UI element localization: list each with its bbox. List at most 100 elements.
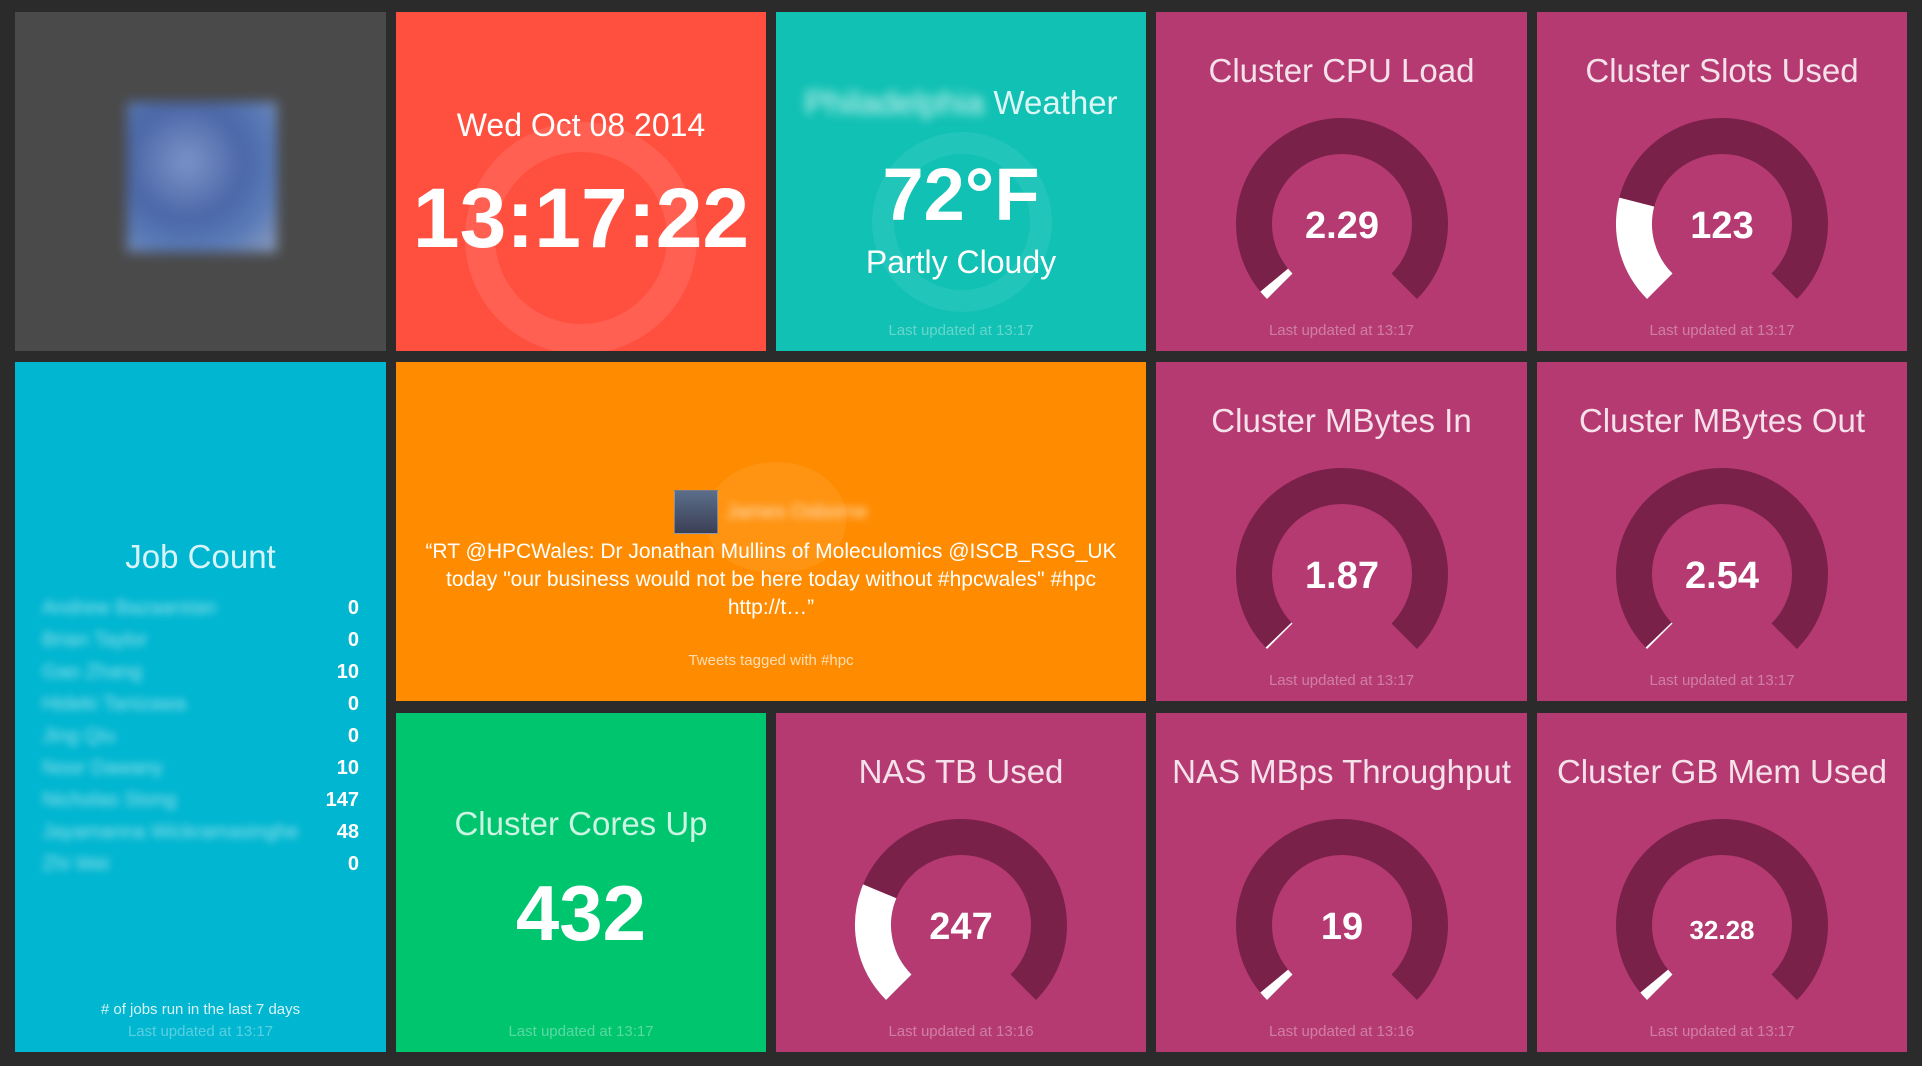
- gauge-track: [1616, 819, 1828, 1000]
- job-row: Jing Qiu 0: [42, 720, 359, 752]
- job-count: 48: [336, 821, 359, 843]
- gauge-title: Cluster MBytes Out: [1578, 402, 1866, 439]
- gauge-value: 247: [929, 906, 992, 948]
- gauge-title: NAS MBps Throughput: [1172, 753, 1511, 790]
- gauge-updated: Last updated at 13:17: [1649, 322, 1795, 339]
- cores-updated: Last updated at 13:17: [508, 1023, 654, 1040]
- job-row: Jayamanna Wickramasinghe 48: [42, 816, 359, 848]
- gauge-fill: [1616, 197, 1673, 299]
- job-user: Nicholas Stong: [42, 789, 177, 811]
- gauge-updated: Last updated at 13:16: [1268, 1023, 1415, 1040]
- weather-tile: Philadelphia Weather 72°F Partly Cloudy …: [776, 12, 1146, 351]
- job-row: Noor Dawany 10: [42, 752, 359, 784]
- cluster-gb-mem-used-tile: Cluster GB Mem Used 32.28 Last updated a…: [1537, 713, 1907, 1052]
- tweet-text: “RT @HPCWales: Dr Jonathan Mullins of Mo…: [425, 540, 1117, 619]
- job-row: Zhi Wei 0: [42, 848, 359, 880]
- gauge-fill: [1265, 622, 1293, 649]
- tweet-author: James Osborne: [726, 500, 868, 523]
- gauge-updated: Last updated at 13:17: [1649, 672, 1795, 689]
- mbytes-in-gauge: 1.87: [1235, 468, 1448, 649]
- organization-logo-icon: [127, 102, 277, 252]
- gauge-track: [1235, 118, 1448, 299]
- job-row: Hideki Tanizawa 0: [42, 688, 359, 720]
- clock-tile: Wed Oct 08 2014 13:17:22: [396, 12, 766, 351]
- clock-date: Wed Oct 08 2014: [456, 107, 706, 143]
- twitter-bird-icon: [706, 462, 846, 572]
- job-count: 0: [347, 725, 359, 747]
- gauge-track: [1235, 819, 1448, 1000]
- clock-time: 13:17:22: [412, 171, 750, 265]
- weather-city: Philadelphia: [804, 84, 985, 121]
- gauge-value: 123: [1690, 205, 1753, 247]
- job-row: Nicholas Stong 147: [42, 784, 359, 816]
- job-count-list: Andrew Bazaarstan 0 Brian Taylor 0 Gao Zha…: [42, 592, 359, 880]
- job-count: 0: [347, 597, 359, 619]
- cores-title: Cluster Cores Up: [454, 805, 708, 842]
- gauge-value: 1.87: [1305, 555, 1379, 597]
- gauge-updated: Last updated at 13:17: [1268, 322, 1415, 339]
- gauge-updated: Last updated at 13:16: [888, 1023, 1034, 1040]
- job-count: 147: [325, 789, 359, 811]
- gauge-fill: [1259, 268, 1293, 299]
- avatar: [674, 490, 719, 534]
- cpu-gauge: 2.29: [1235, 118, 1448, 299]
- nas-mbps-throughput-tile: NAS MBps Throughput 19 Last updated at 1…: [1156, 713, 1527, 1052]
- job-row: Brian Taylor 0: [42, 624, 359, 656]
- cluster-mbytes-out-tile: Cluster MBytes Out 2.54 Last updated at …: [1537, 362, 1907, 701]
- job-count-footer: # of jobs run in the last 7 days: [100, 1001, 301, 1018]
- gauge-fill: [1645, 622, 1673, 649]
- job-row: Andrew Bazaarstan 0: [42, 592, 359, 624]
- job-count: 0: [347, 629, 359, 651]
- job-user: Hideki Tanizawa: [42, 693, 187, 715]
- cores-value: 432: [515, 869, 647, 957]
- job-user: Noor Dawany: [42, 757, 164, 779]
- job-user: Zhi Wei: [42, 853, 110, 875]
- job-row: Gao Zhang 10: [42, 656, 359, 688]
- gauge-value: 2.54: [1685, 555, 1759, 597]
- weather-label: Weather: [993, 84, 1118, 121]
- job-count: 10: [336, 757, 359, 779]
- gauge-value: 19: [1320, 906, 1362, 948]
- job-user: Gao Zhang: [42, 661, 143, 683]
- gauge-title: NAS TB Used: [858, 753, 1064, 790]
- gauge-fill: [1259, 969, 1293, 1000]
- gauge-track: [1616, 468, 1828, 649]
- job-count-updated: Last updated at 13:17: [127, 1023, 274, 1040]
- cluster-mbytes-in-tile: Cluster MBytes In 1.87 Last updated at 1…: [1156, 362, 1527, 701]
- gauge-value: 2.29: [1305, 205, 1379, 247]
- gauge-fill: [855, 884, 912, 1000]
- mem-gauge: 32.28: [1616, 819, 1828, 1000]
- gauge-updated: Last updated at 13:17: [1268, 672, 1415, 689]
- cluster-slots-used-tile: Cluster Slots Used 123 Last updated at 1…: [1537, 12, 1907, 351]
- gauge-fill: [1640, 969, 1673, 1000]
- tweet-footer: Tweets tagged with #hpc: [688, 652, 854, 669]
- gauge-title: Cluster Slots Used: [1585, 52, 1859, 89]
- nas-tb-gauge: 247: [855, 819, 1067, 1000]
- weather-temperature: 72°F: [882, 153, 1040, 236]
- job-count-tile: Job Count Andrew Bazaarstan 0 Brian Taylo…: [15, 362, 386, 1052]
- mbytes-out-gauge: 2.54: [1616, 468, 1828, 649]
- job-user: Jayamanna Wickramasinghe: [42, 821, 299, 843]
- nas-tb-used-tile: NAS TB Used 247 Last updated at 13:16: [776, 713, 1146, 1052]
- gauge-title: Cluster CPU Load: [1208, 52, 1475, 89]
- weather-condition: Partly Cloudy: [865, 244, 1057, 280]
- job-count: 0: [347, 853, 359, 875]
- job-user: Jing Qiu: [42, 725, 116, 747]
- slots-gauge: 123: [1616, 118, 1828, 299]
- cluster-cores-up-tile: Cluster Cores Up 432 Last updated at 13:…: [396, 713, 766, 1052]
- weather-title: Philadelphia Weather: [776, 84, 1146, 122]
- job-user: Brian Taylor: [42, 629, 148, 651]
- gauge-title: Cluster MBytes In: [1211, 402, 1472, 439]
- job-user: Andrew Bazaarstan: [42, 597, 217, 619]
- gauge-track: [1235, 468, 1448, 649]
- gauge-title: Cluster GB Mem Used: [1556, 753, 1888, 790]
- job-count-title: Job Count: [125, 538, 276, 575]
- gauge-value: 32.28: [1689, 915, 1754, 945]
- job-count: 10: [336, 661, 359, 683]
- cluster-cpu-load-tile: Cluster CPU Load 2.29 Last updated at 13…: [1156, 12, 1527, 351]
- tweet-header: James Osborne: [396, 490, 1146, 534]
- logo-tile: [15, 12, 386, 351]
- weather-updated: Last updated at 13:17: [888, 322, 1034, 339]
- nas-mbps-gauge: 19: [1235, 819, 1448, 1000]
